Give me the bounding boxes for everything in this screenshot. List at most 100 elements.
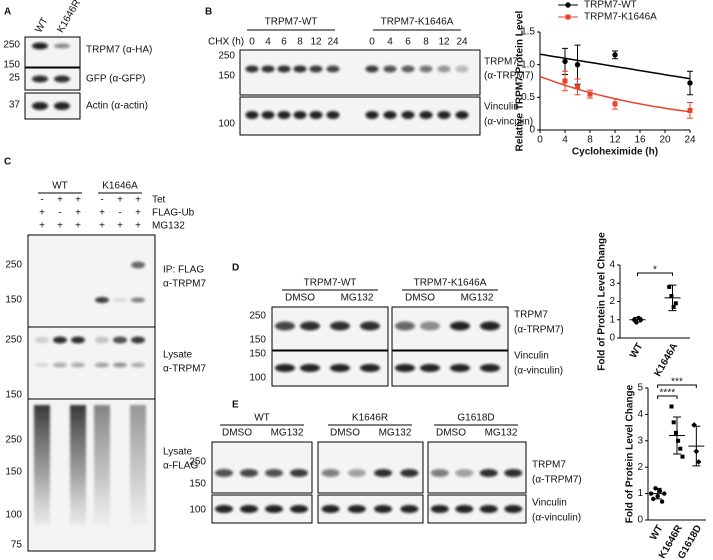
lane-label: WT [33,16,50,35]
point [612,52,618,58]
band [32,42,48,50]
band [395,321,415,331]
band [347,469,366,477]
point [574,61,581,68]
band [430,505,449,513]
y-tick-label: 0 [637,515,643,526]
y-tick-label: 1.5 [521,27,535,38]
point [671,304,676,309]
condition: MG132 [379,428,412,439]
band [35,336,49,344]
blot-label: α-TRPM7 [163,364,206,375]
significance-label: *** [671,377,683,388]
panel-label: A [4,7,11,18]
marker: 150 [3,60,20,71]
y-axis-label: Fold of Protein Level Change [625,384,636,523]
blot-label: IP: FLAG [163,265,204,276]
smear [34,405,50,525]
band [419,111,433,119]
y-axis-label: Relative TRPM7 Protein Level [515,10,526,151]
sign: + [99,221,105,232]
marker: 250 [249,311,266,322]
sign: + [117,221,123,232]
blot-label: (α-TRPM7) [484,71,534,82]
band [365,111,379,119]
band [71,336,85,344]
point [651,496,656,502]
point [575,84,580,90]
band [275,321,295,331]
sign: + [135,221,141,232]
blot-label: α-TRPM7 [163,279,206,290]
blot-label: Lysate [163,350,193,361]
band [383,65,397,73]
band [437,111,451,119]
blot-label: GFP (α-GFP) [86,74,145,85]
y-tick-label: 0 [529,125,535,136]
band [277,111,291,119]
sign: + [75,195,81,206]
band [131,297,145,303]
timepoint: 6 [281,37,287,48]
band [265,505,283,513]
point [687,107,693,113]
band [53,336,67,344]
band [455,469,474,477]
sd-bar [633,317,642,323]
point [669,294,674,299]
blot [239,49,481,96]
band [400,469,419,477]
band [215,469,233,477]
band [131,336,145,344]
band [32,102,48,110]
point [612,101,618,107]
x-tick-label: 4 [562,135,568,146]
point [667,284,672,289]
y-tick-label: 4 [609,260,615,271]
point [671,420,676,425]
point [657,488,663,494]
x-tick-label: 20 [659,135,671,146]
sign: + [57,221,63,232]
blot-label: Vinculin [532,498,567,509]
y-tick-label: 2 [609,296,615,307]
band [95,297,109,303]
band [54,102,70,110]
point [673,301,678,306]
point [695,459,702,465]
band [54,75,70,83]
band [261,65,275,73]
blot [211,441,313,494]
band [326,111,340,119]
x-tick-label: 16 [634,135,646,146]
condition: DMSO [330,428,360,439]
blot-label: Vinculin [514,351,549,362]
band [277,65,291,73]
y-tick-label: 3 [609,278,615,289]
sign: + [57,195,63,206]
timepoint: 8 [297,37,303,48]
band [479,505,498,513]
marker: 100 [218,119,235,130]
group-label: G1618D [457,413,494,424]
marker: 250 [3,40,20,51]
sd-bar [668,284,677,312]
band [53,362,67,368]
band [455,111,469,119]
band [300,364,320,372]
band [383,111,397,119]
band [401,65,415,73]
sign: + [135,195,141,206]
point [562,58,568,65]
group-label: TRPM7-WT [265,17,318,28]
band [309,111,323,119]
y-tick-label: 1 [609,314,615,325]
marker: 150 [5,390,22,401]
panel-label: D [232,263,239,274]
group-label: WT [52,181,68,192]
significance-bracket [637,272,673,276]
band [293,111,307,119]
band [215,505,233,513]
blot-label: (α-vinculin) [484,117,533,128]
